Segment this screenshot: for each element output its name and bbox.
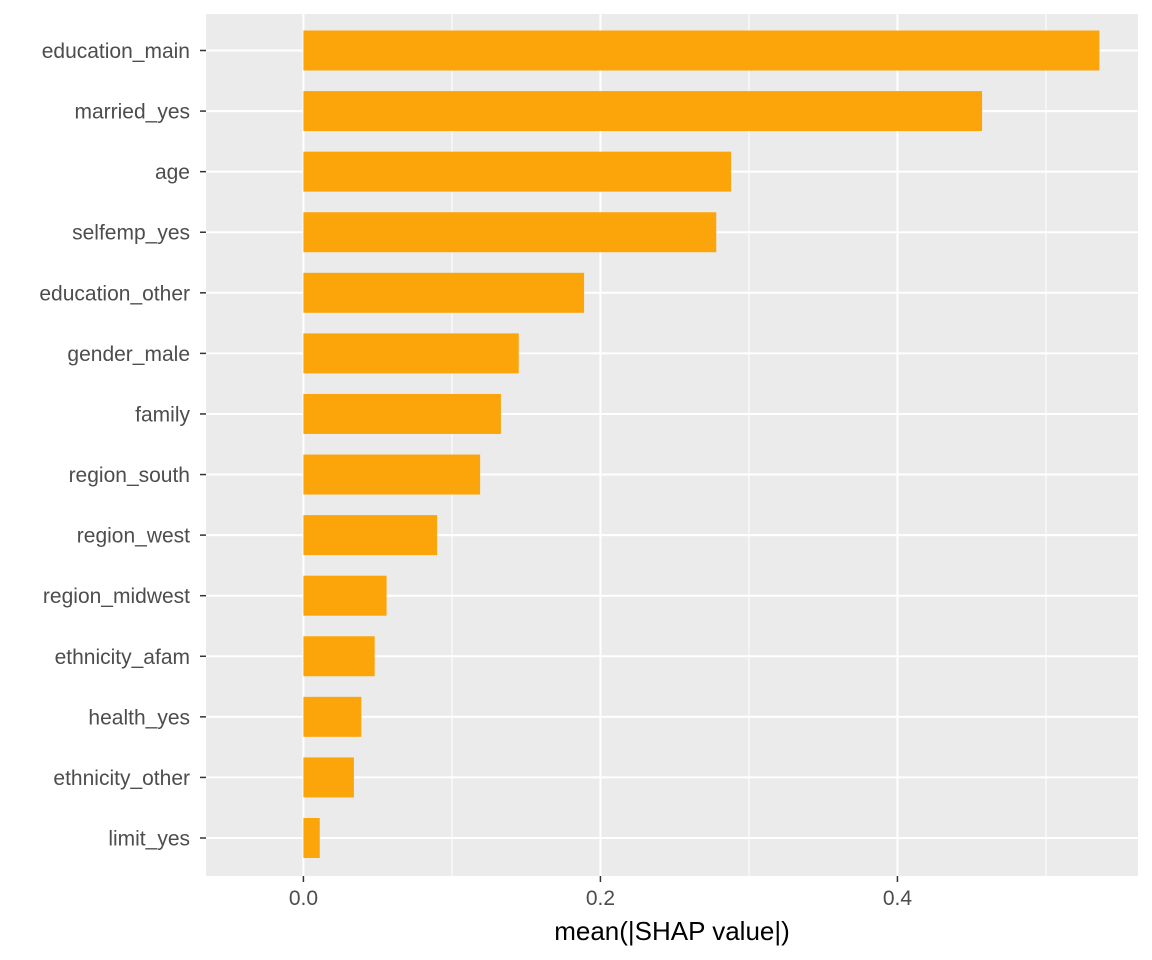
bar-education-other: [303, 272, 585, 313]
x-tick-label: 0.4: [883, 887, 913, 910]
y-tick-label: education_other: [39, 282, 190, 305]
y-tick-label: age: [155, 161, 190, 184]
bar-age: [303, 151, 732, 192]
y-tick-label: selfemp_yes: [72, 222, 190, 245]
x-axis-title: mean(|SHAP value|): [554, 916, 790, 946]
bar-selfemp-yes: [303, 212, 717, 253]
bar-ethnicity-other: [303, 757, 354, 798]
y-tick-label: region_west: [77, 525, 190, 548]
y-tick-label: region_midwest: [43, 585, 190, 608]
bar-region-west: [303, 515, 438, 556]
bar-health-yes: [303, 696, 362, 737]
bars: [303, 30, 1100, 858]
y-tick-label: education_main: [42, 40, 190, 63]
bar-limit-yes: [303, 818, 320, 858]
y-tick-label: limit_yes: [108, 828, 190, 851]
bar-family: [303, 393, 501, 434]
x-axis: 0.0 0.2 0.4: [289, 876, 913, 910]
x-tick-label: 0.0: [289, 887, 318, 910]
bar-gender-male: [303, 333, 519, 374]
y-tick-label: health_yes: [88, 706, 190, 729]
x-tick-label: 0.2: [586, 887, 615, 910]
y-tick-label: gender_male: [67, 343, 190, 366]
y-tick-label: family: [135, 403, 190, 426]
y-tick-label: ethnicity_afam: [55, 646, 190, 669]
bar-married-yes: [303, 91, 983, 132]
plot-panel: [206, 14, 1138, 876]
y-tick-label: region_south: [69, 464, 190, 487]
bar-education-main: [303, 30, 1100, 71]
bar-ethnicity-afam: [303, 636, 375, 677]
bar-region-south: [303, 454, 481, 495]
y-tick-label: married_yes: [74, 101, 190, 124]
y-tick-label: ethnicity_other: [53, 767, 190, 790]
bar-region-midwest: [303, 575, 387, 616]
